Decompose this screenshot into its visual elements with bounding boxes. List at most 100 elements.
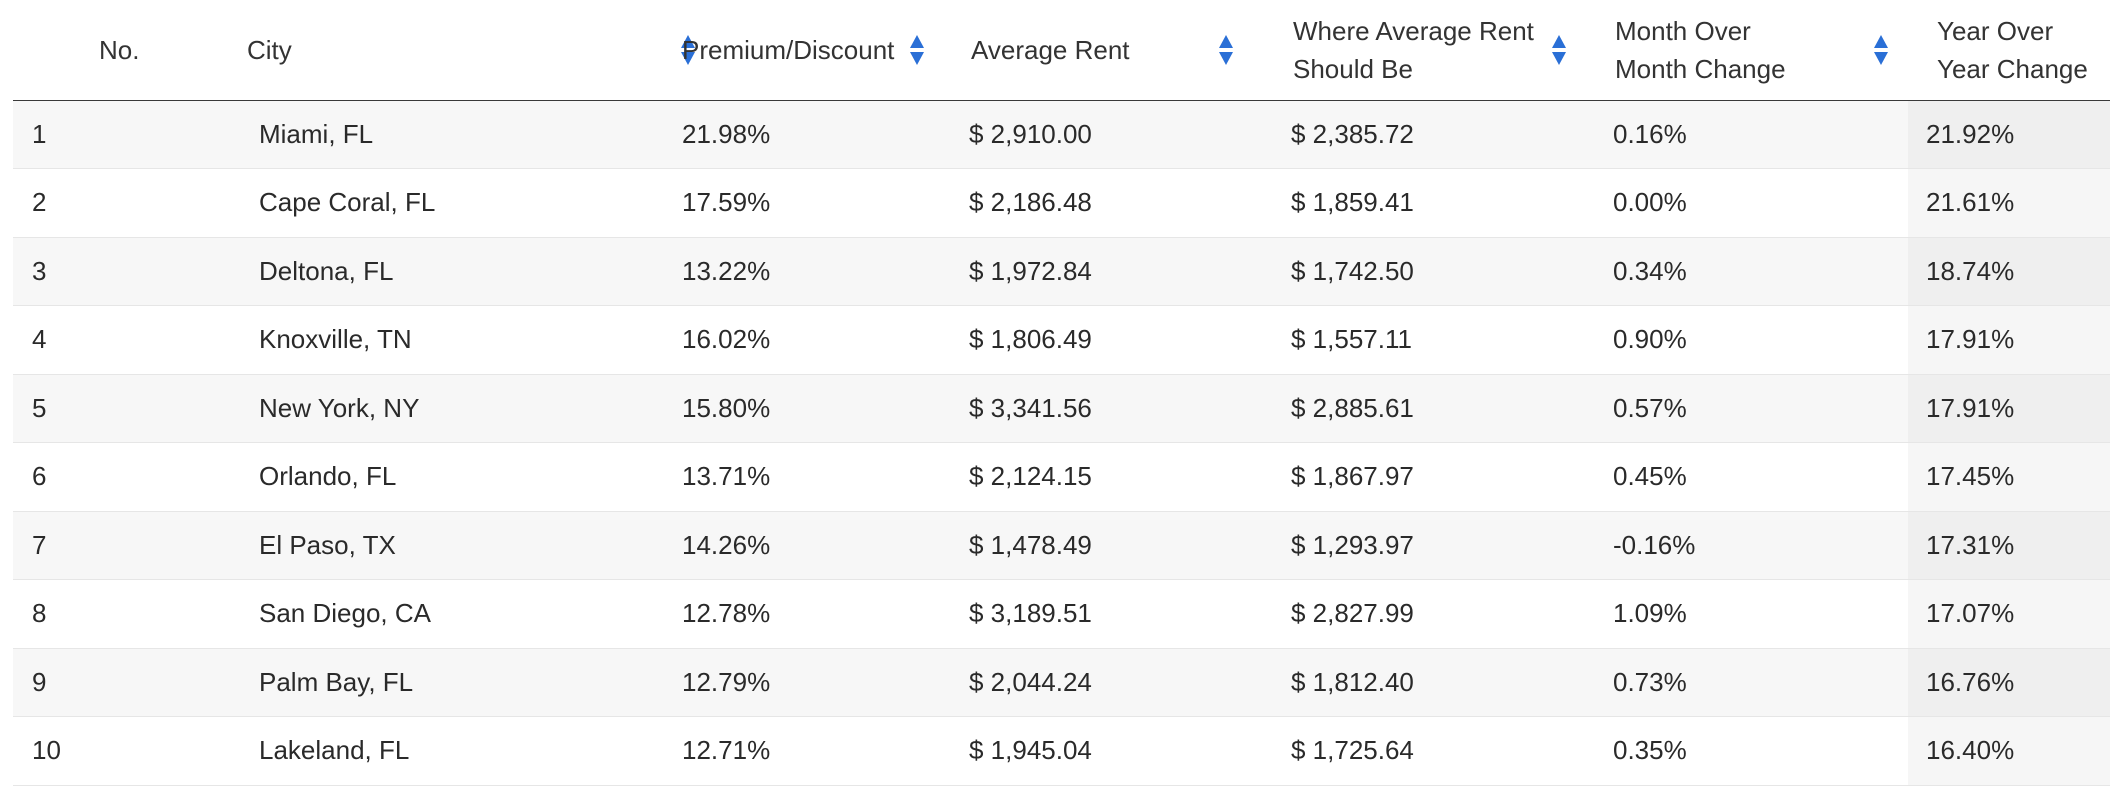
sort-up-down-icon[interactable]: [1551, 33, 1567, 67]
cell-average-rent: $ 1,806.49: [942, 306, 1264, 375]
cell-yoy-change-text: 17.07%: [1926, 598, 2015, 629]
cell-yoy-change-text: 17.45%: [1926, 461, 2015, 492]
cell-mom-change: 0.45%: [1586, 443, 1908, 512]
cell-mom-change-text: 0.73%: [1613, 666, 1687, 697]
cell-no-text: 6: [32, 461, 47, 492]
table-row: 6 Orlando, FL 13.71% $ 2,124.15 $ 1,867.97 0.…: [13, 442, 2110, 512]
rent-table-container: No. City Premium/Discount: [13, 0, 2110, 786]
cell-average-rent: $ 1,945.04: [942, 717, 1264, 786]
cell-average-rent-text: $ 1,478.49: [969, 529, 1092, 560]
table-body: 1 Miami, FL 21.98% $ 2,910.00 $ 2,385.72 0.16…: [13, 100, 2110, 785]
header-city-line-1: City: [247, 34, 292, 65]
cell-yoy-change: 17.91%: [1908, 374, 2110, 443]
cell-yoy-change-text: 17.91%: [1926, 392, 2015, 423]
cell-premium-discount: 14.26%: [655, 511, 942, 580]
cell-city: Lakeland, FL: [231, 717, 655, 786]
cell-premium-discount-text: 12.78%: [682, 598, 771, 629]
cell-premium-discount: 13.71%: [655, 443, 942, 512]
cell-city: New York, NY: [231, 374, 655, 443]
cell-mom-change: 0.35%: [1586, 717, 1908, 786]
sort-up-down-icon[interactable]: [909, 33, 925, 67]
cell-average-rent: $ 2,044.24: [942, 648, 1264, 717]
cell-city: San Diego, CA: [231, 580, 655, 649]
cell-yoy-change: 16.76%: [1908, 648, 2110, 717]
cell-premium-discount-text: 21.98%: [682, 118, 771, 149]
cell-yoy-change: 18.74%: [1908, 237, 2110, 306]
header-mom-line-1: Month Over: [1615, 15, 1751, 46]
cell-yoy-change-text: 17.91%: [1926, 324, 2015, 355]
cell-city-text: Deltona, FL: [259, 255, 394, 286]
sort-up-down-icon[interactable]: [1873, 33, 1889, 67]
cell-no-text: 2: [32, 187, 47, 218]
cell-mom-change-text: 0.35%: [1613, 735, 1687, 766]
cell-mom-change: 0.16%: [1586, 100, 1908, 169]
cell-city: Cape Coral, FL: [231, 169, 655, 238]
cell-rent-should-be-text: $ 1,867.97: [1291, 461, 1414, 492]
cell-rent-should-be-text: $ 1,725.64: [1291, 735, 1414, 766]
cell-rent-should-be-text: $ 2,827.99: [1291, 598, 1414, 629]
cell-mom-change-text: -0.16%: [1613, 529, 1696, 560]
cell-no-text: 1: [32, 118, 47, 149]
cell-yoy-change-text: 16.76%: [1926, 666, 2015, 697]
cell-no: 10: [13, 717, 231, 786]
cell-no: 7: [13, 511, 231, 580]
cell-average-rent-text: $ 2,910.00: [969, 118, 1092, 149]
cell-average-rent-text: $ 1,972.84: [969, 255, 1092, 286]
cell-yoy-change: 16.40%: [1908, 716, 2110, 785]
cell-yoy-change-text: 16.40%: [1926, 735, 2015, 766]
header-no-label: No.: [99, 31, 139, 69]
cell-average-rent-text: $ 1,806.49: [969, 324, 1092, 355]
table-header: No. City Premium/Discount: [13, 0, 2110, 100]
header-row: No. City Premium/Discount: [13, 0, 2110, 100]
table-row: 5 New York, NY 15.80% $ 3,341.56 $ 2,885.61 0…: [13, 374, 2110, 443]
cell-premium-discount: 17.59%: [655, 169, 942, 238]
cell-no-text: 5: [32, 392, 47, 423]
cell-rent-should-be-text: $ 2,885.61: [1291, 392, 1414, 423]
cell-premium-discount-text: 17.59%: [682, 187, 771, 218]
header-premium-discount[interactable]: Premium/Discount: [655, 0, 942, 100]
table-row: 7 El Paso, TX 14.26% $ 1,478.49 $ 1,293.97 -0…: [13, 511, 2110, 580]
cell-yoy-change-text: 18.74%: [1926, 255, 2015, 286]
cell-yoy-change: 21.61%: [1908, 168, 2110, 237]
table-row: 2 Cape Coral, FL 17.59% $ 2,186.48 $ 1,859.4…: [13, 168, 2110, 238]
cell-average-rent: $ 2,910.00: [942, 100, 1264, 169]
cell-premium-discount: 12.78%: [655, 580, 942, 649]
header-mom-line-2: Month Change: [1615, 53, 1786, 84]
header-yoy-label: Year Over Year Change: [1937, 12, 2088, 88]
cell-mom-change-text: 1.09%: [1613, 598, 1687, 629]
header-no-line-1: No.: [99, 34, 140, 65]
cell-premium-discount-text: 13.22%: [682, 255, 771, 286]
header-where-rent-should-be[interactable]: Where Average Rent Should Be: [1264, 0, 1586, 100]
header-year-over-year[interactable]: Year Over Year Change: [1908, 0, 2110, 100]
cell-city: Orlando, FL: [231, 443, 655, 512]
cell-city: Palm Bay, FL: [231, 648, 655, 717]
cell-yoy-change: 21.92%: [1908, 100, 2110, 169]
cell-average-rent: $ 3,189.51: [942, 580, 1264, 649]
cell-mom-change: 0.00%: [1586, 169, 1908, 238]
header-average-rent-label: Average Rent: [971, 31, 1130, 69]
sort-up-down-icon[interactable]: [1218, 33, 1234, 67]
cell-rent-should-be: $ 1,812.40: [1264, 648, 1586, 717]
header-city[interactable]: City: [231, 0, 695, 100]
cell-city: Miami, FL: [231, 100, 655, 169]
cell-mom-change: -0.16%: [1586, 511, 1908, 580]
header-average-rent-line-1: Average Rent: [971, 34, 1130, 65]
cell-rent-should-be-text: $ 1,293.97: [1291, 529, 1414, 560]
cell-mom-change: 1.09%: [1586, 580, 1908, 649]
cell-no-text: 7: [32, 529, 47, 560]
cell-premium-discount: 16.02%: [655, 306, 942, 375]
cell-yoy-change: 17.45%: [1908, 442, 2110, 511]
sort-up-down-icon[interactable]: [680, 33, 696, 67]
cell-premium-discount: 12.79%: [655, 648, 942, 717]
cell-rent-should-be: $ 1,557.11: [1264, 306, 1586, 375]
cell-no-text: 10: [32, 735, 61, 766]
cell-rent-should-be: $ 1,725.64: [1264, 717, 1586, 786]
header-should-be-line-2: Should Be: [1293, 53, 1413, 84]
header-month-over-month[interactable]: Month Over Month Change: [1586, 0, 1908, 100]
cell-city-text: Knoxville, TN: [259, 324, 412, 355]
cell-average-rent-text: $ 3,189.51: [969, 598, 1092, 629]
cell-no-text: 3: [32, 255, 47, 286]
cell-rent-should-be: $ 1,742.50: [1264, 237, 1586, 306]
header-average-rent[interactable]: Average Rent: [942, 0, 1264, 100]
cell-premium-discount-text: 12.71%: [682, 735, 771, 766]
